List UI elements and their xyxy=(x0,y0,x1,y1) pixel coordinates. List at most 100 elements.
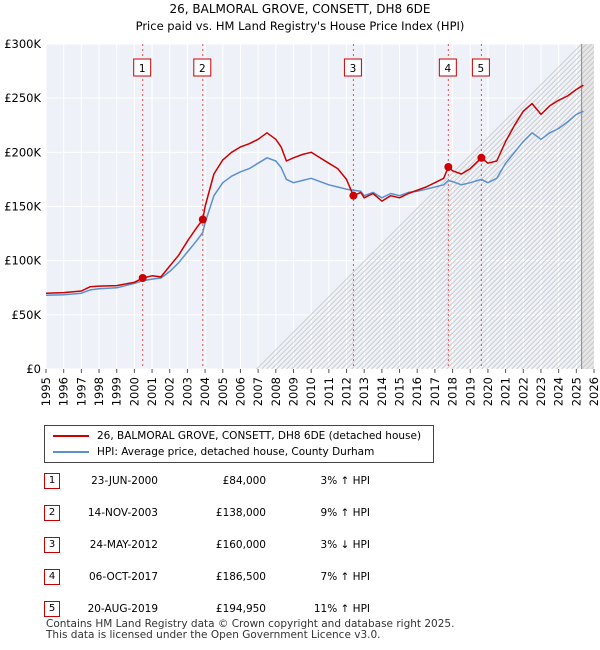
future-hatch xyxy=(411,180,600,370)
sale-date: 23-JUN-2000 xyxy=(91,475,158,487)
legend-property-label: 26, BALMORAL GROVE, CONSETT, DH8 6DE (de… xyxy=(97,430,422,442)
future-hatch xyxy=(526,295,600,370)
x-tick-label: 2017 xyxy=(428,377,442,406)
x-tick-label: 2009 xyxy=(286,377,300,406)
x-tick-label: 2020 xyxy=(481,377,495,406)
sale-price: £186,500 xyxy=(215,571,266,583)
future-hatch xyxy=(266,43,592,370)
sale-point xyxy=(138,274,147,282)
sale-price: £194,950 xyxy=(215,603,266,615)
sale-marker-label: 3 xyxy=(350,63,357,75)
x-tick-label: 2012 xyxy=(340,377,354,406)
sale-row: 3 24-MAY-2012 £160,000 3% ↓ HPI xyxy=(0,534,600,554)
future-hatch xyxy=(511,280,600,370)
sale-point xyxy=(444,162,453,171)
future-hatch xyxy=(456,225,600,370)
x-tick-label: 2013 xyxy=(357,377,371,406)
future-hatch xyxy=(381,150,600,370)
future-hatch xyxy=(491,260,600,370)
sale-row: 1 23-JUN-2000 £84,000 3% ↑ HPI xyxy=(0,470,600,490)
sale-number: 5 xyxy=(44,601,60,617)
sale-marker-label: 4 xyxy=(444,63,451,75)
future-hatch xyxy=(401,170,600,370)
sale-date: 14-NOV-2003 xyxy=(87,507,158,519)
future-hatch xyxy=(316,85,600,370)
x-tick-label: 1996 xyxy=(57,377,71,406)
future-hatch xyxy=(346,115,600,370)
x-tick-label: 2024 xyxy=(552,377,566,406)
x-tick-label: 1995 xyxy=(39,377,53,406)
x-tick-label: 2025 xyxy=(569,377,583,406)
sale-point xyxy=(349,191,358,200)
chart-subtitle: Price paid vs. HM Land Registry's House … xyxy=(136,19,465,33)
x-tick-label: 2018 xyxy=(446,377,460,406)
sale-hpi-diff: 11% ↑ HPI xyxy=(313,603,370,615)
y-tick-label: £150K xyxy=(4,200,41,214)
future-hatch xyxy=(531,300,600,370)
future-hatch xyxy=(471,240,600,370)
footer-line-2: This data is licensed under the Open Gov… xyxy=(46,629,381,641)
sale-hpi-diff: 7% ↑ HPI xyxy=(320,571,370,583)
x-tick-label: 1997 xyxy=(74,377,88,406)
future-hatch xyxy=(301,70,600,370)
x-tick-label: 2006 xyxy=(233,377,247,406)
future-hatch xyxy=(276,45,600,370)
x-tick-label: 2022 xyxy=(516,377,530,406)
future-hatch xyxy=(336,105,600,370)
future-hatch xyxy=(421,190,600,370)
sale-row: 5 20-AUG-2019 £194,950 11% ↑ HPI xyxy=(0,598,600,618)
future-hatch xyxy=(306,75,600,370)
sale-marker-label: 2 xyxy=(199,63,206,75)
sale-price: £138,000 xyxy=(215,507,266,519)
future-hatch xyxy=(356,125,600,370)
sale-price: £160,000 xyxy=(215,539,266,551)
future-hatch xyxy=(466,235,600,370)
sale-number: 4 xyxy=(44,569,60,585)
legend-hpi-label: HPI: Average price, detached house, Coun… xyxy=(97,446,375,458)
x-tick-label: 2002 xyxy=(163,377,177,406)
x-tick-label: 2015 xyxy=(393,377,407,406)
sale-price: £84,000 xyxy=(222,475,266,487)
future-hatch xyxy=(446,215,600,370)
sale-point xyxy=(477,153,486,162)
sale-row: 4 06-OCT-2017 £186,500 7% ↑ HPI xyxy=(0,566,600,586)
sale-hpi-diff: 3% ↓ HPI xyxy=(320,539,370,551)
legend-hpi-swatch xyxy=(53,451,89,453)
x-tick-label: 2001 xyxy=(145,377,159,406)
future-hatch xyxy=(376,145,600,370)
future-hatch xyxy=(486,255,600,370)
sale-marker-box xyxy=(471,58,490,77)
future-hatch xyxy=(451,220,600,370)
future-hatch xyxy=(351,120,600,370)
sale-point xyxy=(198,215,207,224)
future-hatch xyxy=(331,100,600,370)
y-tick-label: £200K xyxy=(4,145,41,159)
x-tick-label: 2003 xyxy=(180,377,194,406)
chart-legend: 26, BALMORAL GROVE, CONSETT, DH8 6DE (de… xyxy=(44,425,434,463)
sale-number: 3 xyxy=(44,537,60,553)
future-hatch xyxy=(521,290,600,370)
future-hatch xyxy=(441,210,600,370)
future-hatch xyxy=(516,285,600,370)
sale-hpi-diff: 3% ↑ HPI xyxy=(320,475,370,487)
future-hatch xyxy=(286,55,600,370)
x-tick-label: 2016 xyxy=(410,377,424,406)
x-tick-label: 2010 xyxy=(304,377,318,406)
future-hatch xyxy=(361,130,600,370)
sale-date: 06-OCT-2017 xyxy=(89,571,158,583)
sale-marker-box xyxy=(343,58,362,77)
x-tick-label: 2019 xyxy=(463,377,477,406)
y-tick-label: £250K xyxy=(4,91,41,105)
future-hatch xyxy=(386,155,600,370)
footer-note: Contains HM Land Registry data © Crown c… xyxy=(46,619,454,641)
future-clip xyxy=(594,42,600,371)
series-line xyxy=(45,84,584,294)
future-hatch xyxy=(536,305,600,370)
y-tick-label: £100K xyxy=(4,254,41,268)
future-hatch xyxy=(481,250,600,370)
sale-marker-label: 5 xyxy=(478,63,485,75)
future-hatch xyxy=(281,50,600,370)
price-chart: 26, BALMORAL GROVE, CONSETT, DH8 6DE Pri… xyxy=(4,2,600,406)
sale-marker-label: 1 xyxy=(139,63,146,75)
future-hatch xyxy=(406,175,600,370)
